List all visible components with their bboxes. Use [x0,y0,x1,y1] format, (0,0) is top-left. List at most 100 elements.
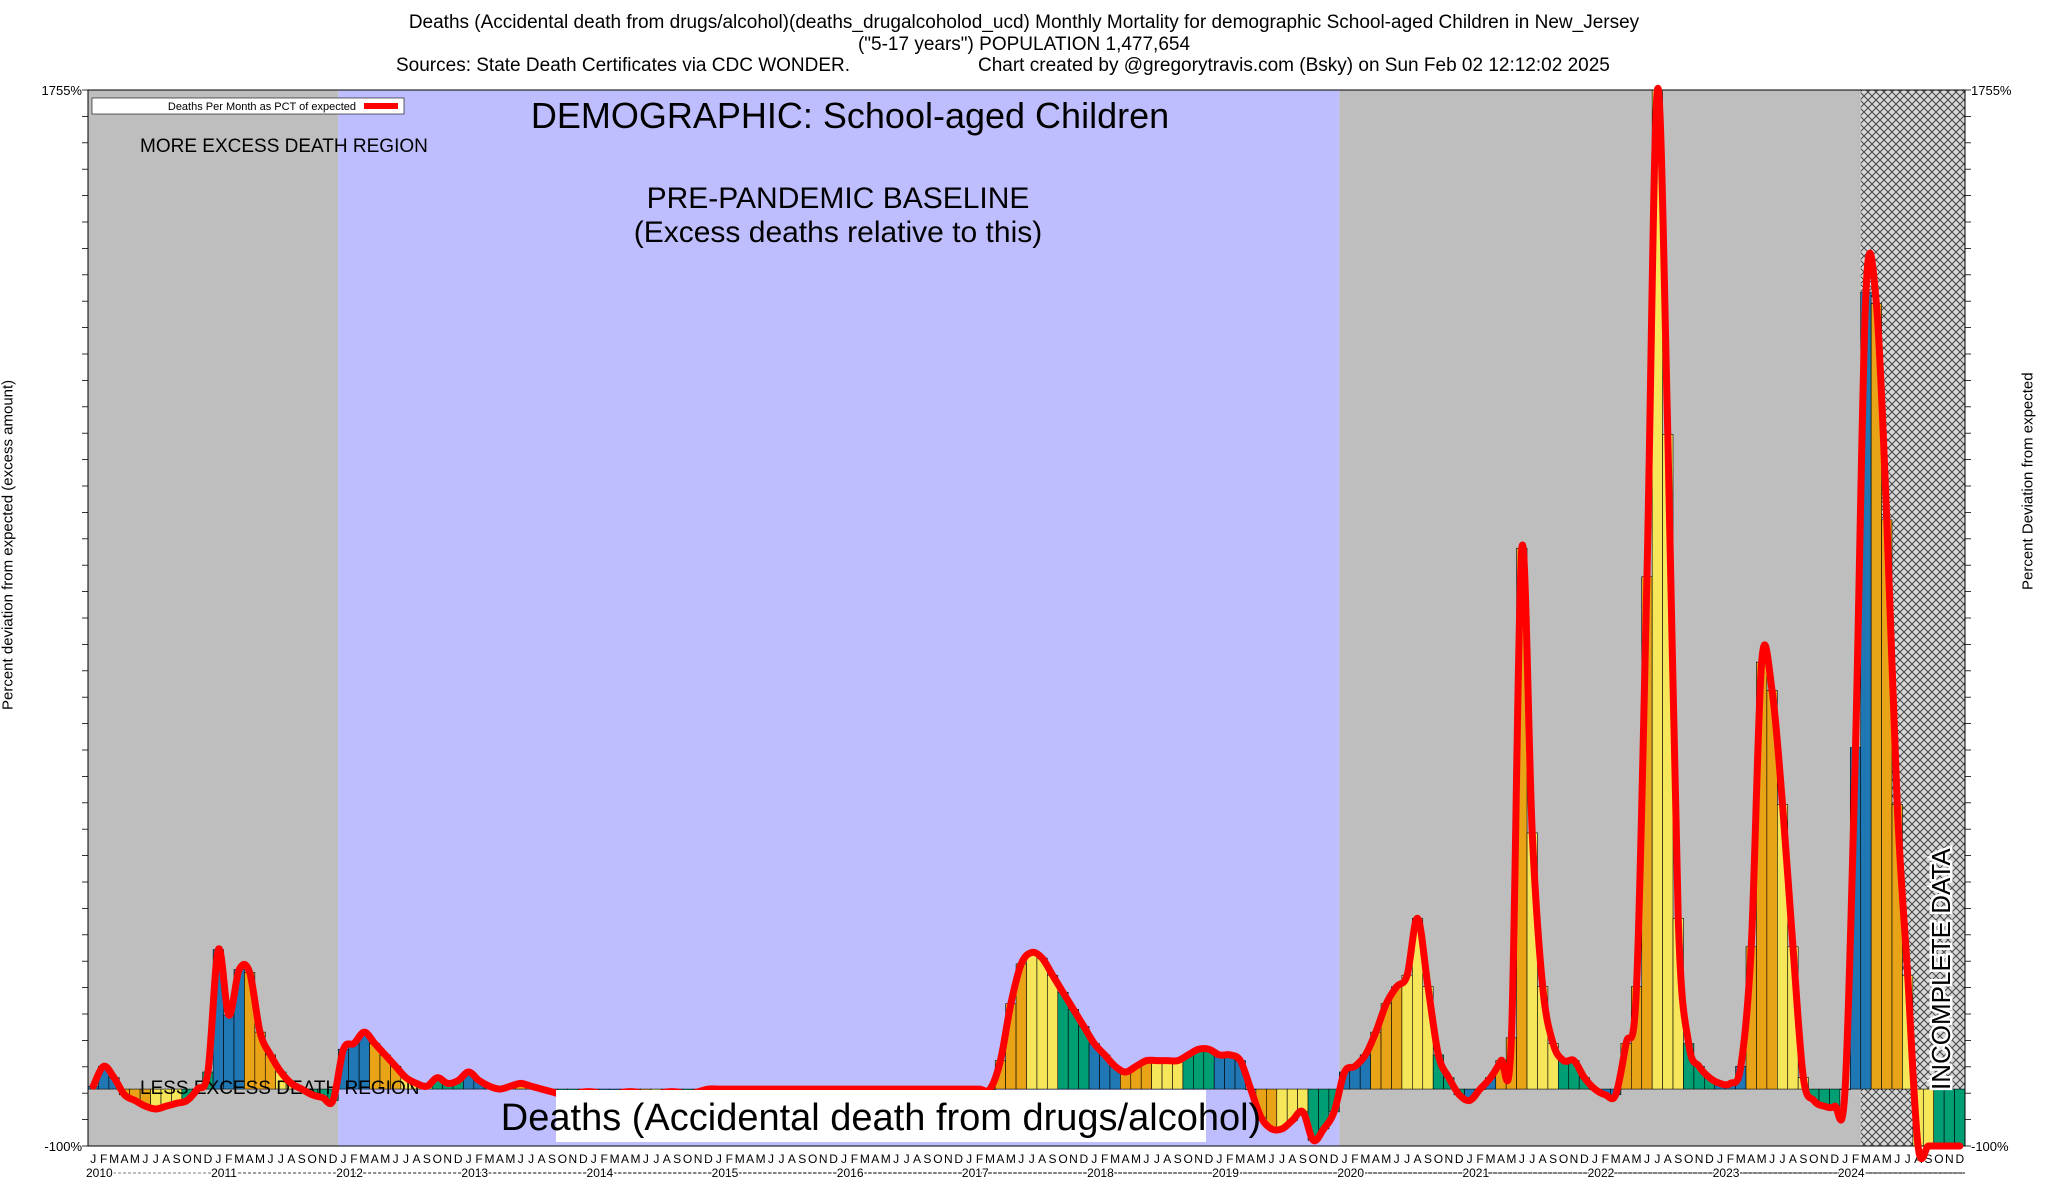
x-month-label: O [1309,1152,1318,1166]
y-tick-label-right-0: 1755% [1971,83,2012,98]
y-axis-label-left: Percent deviation from expected (excess … [0,380,17,710]
x-month-label: D [1955,1152,1964,1166]
x-month-label: M [610,1152,620,1166]
x-month-label: A [1247,1152,1255,1166]
x-month-label: A [1163,1152,1171,1166]
x-year-label-2019: 2019 [1212,1166,1239,1180]
x-month-label: D [579,1152,588,1166]
x-month-label: F [1476,1152,1483,1166]
x-month-label: S [1549,1152,1557,1166]
x-month-label: M [1486,1152,1496,1166]
chart-sources: Sources: State Death Certificates via CD… [396,55,851,76]
x-month-label: A [412,1152,420,1166]
x-month-label: S [1174,1152,1182,1166]
x-month-label: J [403,1152,409,1166]
x-month-label: D [1455,1152,1464,1166]
x-month-label: S [1799,1152,1807,1166]
bar-106 [1193,1048,1205,1090]
x-month-label: O [683,1152,692,1166]
x-month-label: N [443,1152,452,1166]
x-month-label: M [1861,1152,1871,1166]
y-tick-label-right-1: -100% [1971,1139,2009,1154]
x-month-label: A [1288,1152,1296,1166]
x-month-label: M [234,1152,244,1166]
bar-179 [1954,1088,1966,1147]
x-year-label-2016: 2016 [837,1166,864,1180]
x-month-label: M [255,1152,265,1166]
x-month-label: N [1820,1152,1829,1166]
x-month-label: F [1852,1152,1859,1166]
x-month-label: O [558,1152,567,1166]
bar-177 [1933,1088,1945,1147]
x-year-label-2024: 2024 [1838,1166,1865,1180]
x-month-label: O [1934,1152,1943,1166]
x-month-label: F [225,1152,232,1166]
x-month-label: J [1842,1152,1848,1166]
x-month-label: J [841,1152,847,1166]
baseline-label-2: (Excess deaths relative to this) [634,216,1043,249]
x-month-label: J [278,1152,284,1166]
x-month-label: J [215,1152,221,1166]
x-month-label: M [380,1152,390,1166]
x-month-label: S [1424,1152,1432,1166]
x-month-label: A [871,1152,879,1166]
x-month-label: J [1644,1152,1650,1166]
x-month-label: J [1154,1152,1160,1166]
more-excess-label: MORE EXCESS DEATH REGION [140,136,428,157]
x-month-label: S [798,1152,806,1166]
x-month-label: J [1018,1152,1024,1166]
x-year-label-2011: 2011 [211,1166,237,1180]
chart-credit: Chart created by @gregorytravis.com (Bsk… [978,55,1610,76]
bar-108 [1213,1054,1225,1090]
x-month-label: M [735,1152,745,1166]
x-month-label: O [1809,1152,1818,1166]
x-month-label: M [1506,1152,1516,1166]
x-month-label: O [1183,1152,1192,1166]
watermark-box [556,1090,1206,1142]
x-month-label: M [130,1152,140,1166]
x-month-label: J [1519,1152,1525,1166]
x-month-label: F [601,1152,608,1166]
x-month-label: A [1497,1152,1505,1166]
x-month-label: O [808,1152,817,1166]
chart-demographic-title: DEMOGRAPHIC: School-aged Children [531,95,1169,136]
x-month-label: D [1205,1152,1214,1166]
x-month-label: J [1894,1152,1900,1166]
x-month-label: N [318,1152,327,1166]
x-month-label: D [1705,1152,1714,1166]
x-month-label: A [1789,1152,1797,1166]
x-month-label: N [569,1152,578,1166]
x-month-label: S [1299,1152,1307,1166]
x-month-label: A [663,1152,671,1166]
x-month-label: J [142,1152,148,1166]
baseline-label-1: PRE-PANDEMIC BASELINE [647,182,1030,215]
bar-178 [1943,1088,1955,1147]
x-month-label: F [1226,1152,1233,1166]
x-month-label: A [788,1152,796,1166]
bar-126 [1401,974,1413,1090]
x-month-label: A [496,1152,504,1166]
x-month-label: J [1780,1152,1786,1166]
x-month-label: D [454,1152,463,1166]
x-month-label: O [1058,1152,1067,1166]
x-month-label: D [1330,1152,1339,1166]
x-month-label: M [484,1152,494,1166]
x-month-label: M [1611,1152,1621,1166]
x-month-label: J [1216,1152,1222,1166]
x-month-label: N [944,1152,953,1166]
x-month-label: J [778,1152,784,1166]
x-month-label: A [1414,1152,1422,1166]
x-month-label: J [966,1152,972,1166]
x-month-label: A [1622,1152,1630,1166]
x-year-label-2015: 2015 [712,1166,739,1180]
x-month-label: A [1372,1152,1380,1166]
y-axis-label-right: Percent Deviation from expected [2020,372,2037,590]
x-month-label: M [109,1152,119,1166]
x-month-label: O [933,1152,942,1166]
bar-125 [1391,986,1403,1090]
x-month-label: J [591,1152,597,1166]
x-month-label: J [653,1152,659,1166]
x-month-label: J [1769,1152,1775,1166]
x-month-label: F [100,1152,107,1166]
x-month-label: M [1381,1152,1391,1166]
